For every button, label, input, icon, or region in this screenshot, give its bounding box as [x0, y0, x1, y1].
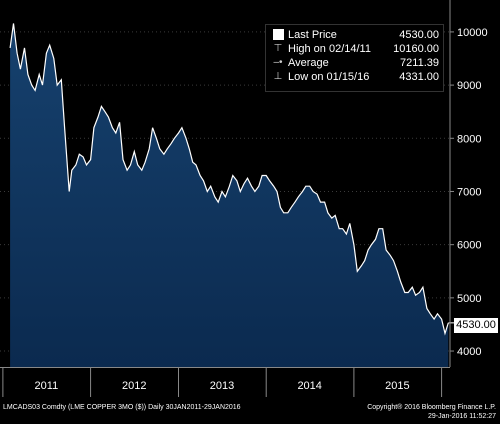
legend: Last Price 4530.00 ⊤ High on 02/14/11 10… — [265, 24, 444, 92]
footer-copyright: Copyright® 2016 Bloomberg Finance L.P. — [367, 404, 496, 411]
x-axis: 2011 2012 2013 2014 2015 — [0, 367, 450, 397]
high-marker-icon: ⊤ — [273, 43, 283, 54]
x-axis-band — [0, 367, 450, 399]
legend-value: 4530.00 — [399, 29, 439, 41]
legend-row-high: ⊤ High on 02/14/11 10160.00 — [266, 42, 443, 56]
y-tick-label: 8000 — [457, 133, 481, 145]
legend-value: 10160.00 — [393, 43, 439, 55]
legend-row-average: –• Average 7211.39 — [266, 56, 443, 70]
legend-label: High on 02/14/11 — [288, 43, 371, 55]
x-tick-label: 2015 — [385, 380, 409, 392]
footer-security-description: LMCADS03 Comdty (LME COPPER 3MO ($)) Dai… — [3, 404, 241, 411]
footer-timestamp: 29-Jan-2016 11:52:27 — [428, 413, 496, 420]
legend-label: Last Price — [288, 29, 337, 41]
y-tick-label: 10000 — [457, 27, 488, 39]
y-tick-label: 9000 — [457, 80, 481, 92]
legend-value: 4331.00 — [399, 71, 439, 83]
legend-label: Average — [288, 57, 329, 69]
last-price-swatch-icon — [273, 29, 284, 40]
x-tick-label: 2013 — [210, 380, 234, 392]
average-marker-icon: –• — [273, 57, 283, 68]
x-tick-label: 2011 — [35, 380, 59, 392]
legend-value: 7211.39 — [400, 57, 439, 69]
low-marker-icon: ⊥ — [273, 71, 283, 82]
legend-row-low: ⊥ Low on 01/15/16 4331.00 — [266, 70, 443, 84]
y-tick-label: 4000 — [457, 346, 481, 358]
x-tick-label: 2012 — [122, 380, 146, 392]
y-tick-label: 6000 — [457, 240, 481, 252]
legend-label: Low on 01/15/16 — [288, 71, 370, 83]
y-tick-label: 5000 — [457, 293, 481, 305]
last-price-badge: 4530.00 — [454, 318, 498, 333]
x-tick-label: 2014 — [297, 380, 321, 392]
legend-row-last-price: Last Price 4530.00 — [266, 28, 443, 42]
y-tick-label: 7000 — [457, 186, 481, 198]
price-area-fill — [10, 23, 449, 368]
price-line — [9, 23, 449, 336]
y-axis: 4000 5000 6000 7000 8000 9000 10000 — [449, 0, 488, 367]
